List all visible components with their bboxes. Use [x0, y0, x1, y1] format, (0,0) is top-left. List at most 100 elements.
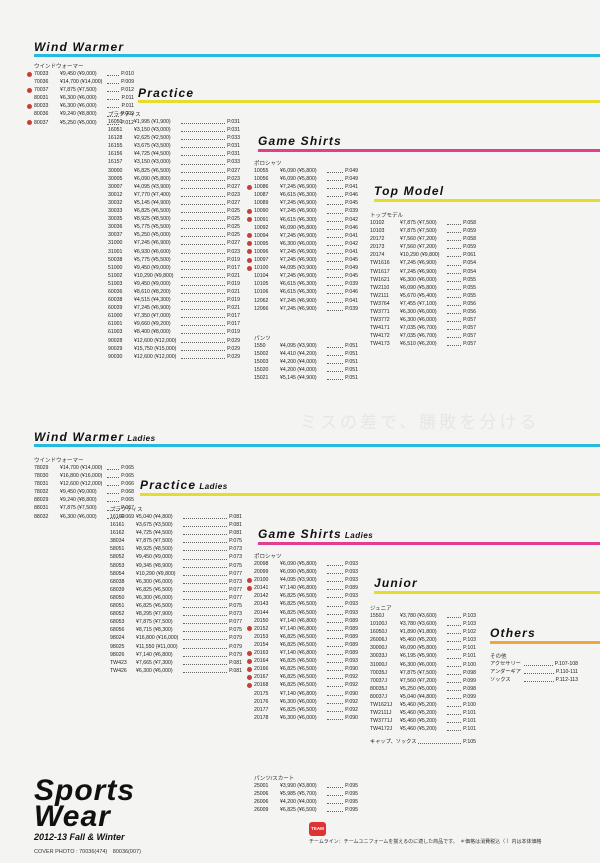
row-page: P.067 — [121, 505, 134, 512]
row-price: ¥7,350 (¥7,000) — [134, 313, 171, 320]
yellow-rule — [138, 100, 600, 103]
row-price: ¥4,725 (¥4,500) — [136, 530, 173, 537]
row-code: 10092 — [254, 224, 269, 231]
price-row: 20167 ¥6,825 (¥6,500) P.092 — [247, 673, 358, 681]
row-price: ¥4,095 (¥3,900) — [280, 343, 317, 349]
price-row: 70035J ¥7,875 (¥7,500) P.098 — [370, 669, 476, 677]
row-code: 88029 — [34, 497, 49, 504]
price-row: 61000 ¥7,350 (¥7,000) P.017 — [108, 312, 240, 320]
leader-dots — [447, 663, 462, 667]
price-row: 10092 ¥6,090 (¥5,800) P.046 — [254, 224, 358, 232]
row-page: P.031 — [227, 143, 240, 150]
row-page: P.093 — [345, 593, 358, 600]
team-line-marker-icon — [247, 184, 252, 190]
price-row: 16051 ¥3,150 (¥3,000) P.031 — [108, 126, 240, 134]
leader-dots — [183, 653, 228, 657]
leader-dots — [107, 80, 120, 85]
leader-dots — [447, 245, 462, 250]
row-price: ¥9,450 (¥9,000) — [136, 554, 173, 561]
leader-dots — [447, 334, 462, 339]
row-page: P.009 — [121, 111, 134, 118]
row-code: 10094 — [254, 232, 269, 239]
row-code: 78030 — [34, 473, 49, 480]
leader-dots — [447, 687, 462, 691]
row-code: 16160 — [110, 514, 125, 520]
row-price: ¥4,515 (¥4,300) — [134, 297, 171, 304]
row-page: P.089 — [345, 641, 358, 648]
row-page: P.090 — [345, 690, 358, 697]
team-line-marker-icon — [27, 103, 32, 109]
row-code: 20163 — [254, 650, 269, 657]
row-code: 78031 — [34, 481, 49, 488]
row-price: ¥5,040 (¥4,800) — [136, 514, 173, 520]
row-code: 10096 — [254, 248, 269, 255]
leader-dots — [181, 193, 226, 197]
row-price: ¥8,400 (¥8,000) — [134, 329, 171, 336]
row-code: 30012 — [108, 191, 123, 198]
price-row: ソックス P.112-113 — [490, 676, 578, 684]
row-page: P.069 — [121, 513, 134, 520]
row-code: 51002 — [108, 272, 123, 279]
price-row: 15002 ¥4,410 (¥4,200) P.051 — [254, 350, 358, 358]
leader-dots — [327, 201, 344, 206]
leader-dots — [447, 695, 462, 699]
row-price: ¥4,725 (¥4,500) — [134, 151, 171, 158]
row-code: 20178 — [254, 714, 269, 721]
team-line-marker-icon — [247, 658, 252, 664]
row-page: P.055 — [463, 284, 476, 291]
row-price: ¥6,300 (¥6,000) — [400, 661, 437, 668]
row-page: P.093 — [345, 569, 358, 576]
row-price: ¥5,250 (¥5,000) — [134, 232, 171, 239]
row-code: 61003 — [108, 329, 123, 336]
leader-dots — [181, 298, 226, 303]
row-price: ¥10,290 (¥9,800) — [400, 252, 440, 259]
price-row: 30005 ¥6,090 (¥5,800) P.023 — [108, 175, 240, 183]
row-page: P.092 — [345, 698, 358, 705]
leader-dots — [183, 628, 228, 633]
row-price: ¥7,875 (¥7,500) — [400, 669, 437, 676]
price-row: 70037J ¥7,560 (¥7,200) P.099 — [370, 677, 476, 685]
row-code: 16155 — [108, 143, 123, 150]
price-row: TW3772 ¥6,300 (¥6,000) P.057 — [370, 316, 476, 324]
leader-dots — [107, 490, 120, 495]
row-price: ¥7,665 (¥7,300) — [136, 659, 173, 666]
leader-dots — [183, 604, 228, 609]
row-page: P.077 — [229, 619, 242, 626]
row-code: 70037J — [370, 677, 388, 684]
leader-dots — [183, 661, 228, 665]
row-code: 80033 — [34, 103, 49, 110]
leader-dots — [107, 507, 120, 511]
row-code: 70035J — [370, 669, 388, 676]
row-page: P.051 — [345, 359, 358, 366]
leader-dots — [181, 347, 226, 351]
row-page: P.033 — [227, 159, 240, 166]
leader-dots — [181, 144, 226, 149]
row-price: ¥3,150 (¥3,000) — [134, 159, 171, 166]
leader-dots — [327, 643, 344, 647]
row-price: ¥16,800 (¥16,000) — [136, 635, 179, 642]
section-title-others: Others — [490, 626, 536, 640]
row-page: P.056 — [463, 309, 476, 316]
row-code: TW3771J — [370, 718, 393, 725]
row-page: P.021 — [227, 272, 240, 279]
row-page: P.029 — [227, 353, 240, 360]
row-code: 20152 — [254, 625, 269, 632]
row-page: P.010 — [121, 71, 134, 77]
row-code: 20177 — [254, 706, 269, 713]
row-price: ¥3,780 (¥3,600) — [400, 613, 437, 619]
leader-dots — [327, 611, 344, 615]
row-price: ¥7,875 (¥7,500) — [60, 87, 97, 94]
leader-dots — [181, 314, 226, 319]
section-title-wind-warmer-ladies: Wind Warmer Ladies — [34, 430, 156, 444]
leader-dots — [107, 474, 120, 479]
game-shirts-ladies-polo-list: 20098 ¥6,090 (¥5,800) P.093 20099 ¥6,090 (¥5… — [247, 560, 358, 722]
price-row: TW426 ¥6,300 (¥6,000) P.081 — [110, 667, 242, 675]
row-price: ¥6,825 (¥6,500) — [280, 641, 317, 648]
row-price: ¥5,985 (¥5,700) — [280, 791, 317, 798]
row-page: P.039 — [345, 281, 358, 288]
price-row: TW2110 ¥6,090 (¥5,800) P.055 — [370, 284, 476, 292]
row-page: P.011 — [121, 95, 134, 102]
row-code: 25006 — [254, 791, 269, 798]
price-row: 10089 ¥7,245 (¥6,900) P.045 — [254, 199, 358, 207]
leader-dots — [327, 627, 344, 631]
